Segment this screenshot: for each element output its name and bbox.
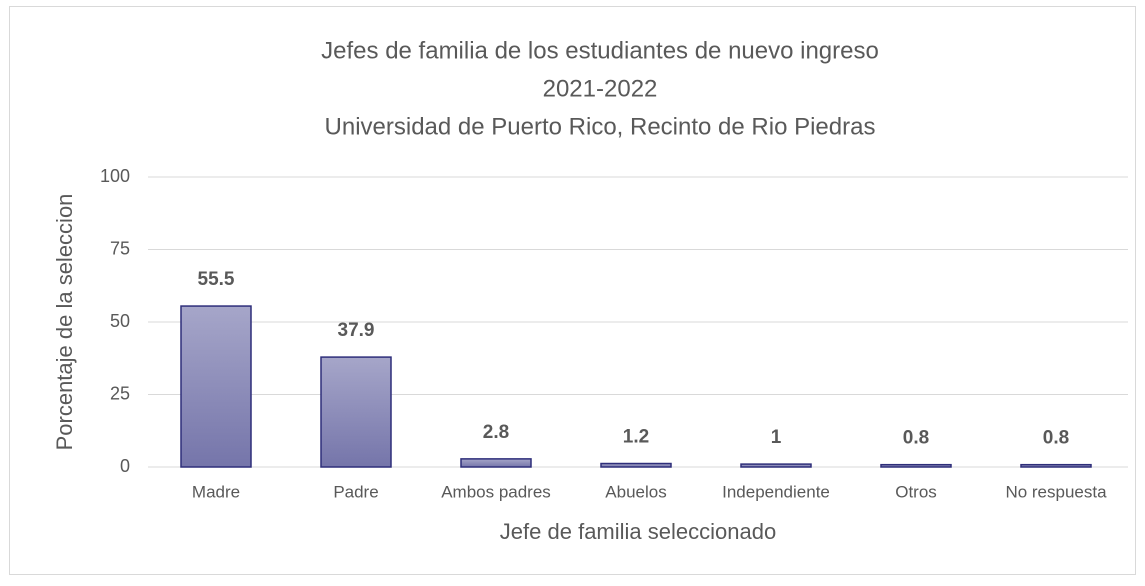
chart-border [9,6,1136,575]
chart-title: Universidad de Puerto Rico, Recinto de R… [325,113,876,140]
x-tick-label: Padre [333,482,378,501]
data-label: 1.2 [623,427,649,448]
bar [740,463,812,468]
x-axis-title: Jefe de familia seleccionado [500,519,776,544]
x-tick-label: Ambos padres [441,482,551,501]
bar [1020,463,1092,468]
y-tick-label: 0 [120,456,130,476]
chart-title: 2021-2022 [543,75,658,102]
bar [320,356,392,468]
y-tick-label: 100 [100,166,130,186]
x-tick-label: Otros [895,482,937,501]
x-tick-label: Madre [192,482,240,501]
data-label: 37.9 [338,320,375,341]
x-tick-label: Abuelos [605,482,666,501]
y-axis-title: Porcentaje de la seleccion [52,194,77,451]
data-label: 55.5 [198,269,235,290]
bar [600,462,672,468]
y-tick-label: 25 [110,383,130,403]
chart-title: Jefes de familia de los estudiantes de n… [321,37,879,64]
x-tick-label: Independiente [722,482,830,501]
data-label: 1 [771,427,782,448]
bar [880,463,952,468]
x-tick-label: No respuesta [1005,482,1107,501]
data-label: 0.8 [903,428,929,449]
data-label: 0.8 [1043,428,1069,449]
bar [180,305,252,468]
y-tick-label: 75 [110,238,130,258]
bar [460,458,532,468]
y-tick-label: 50 [110,311,130,331]
data-label: 2.8 [483,422,509,443]
